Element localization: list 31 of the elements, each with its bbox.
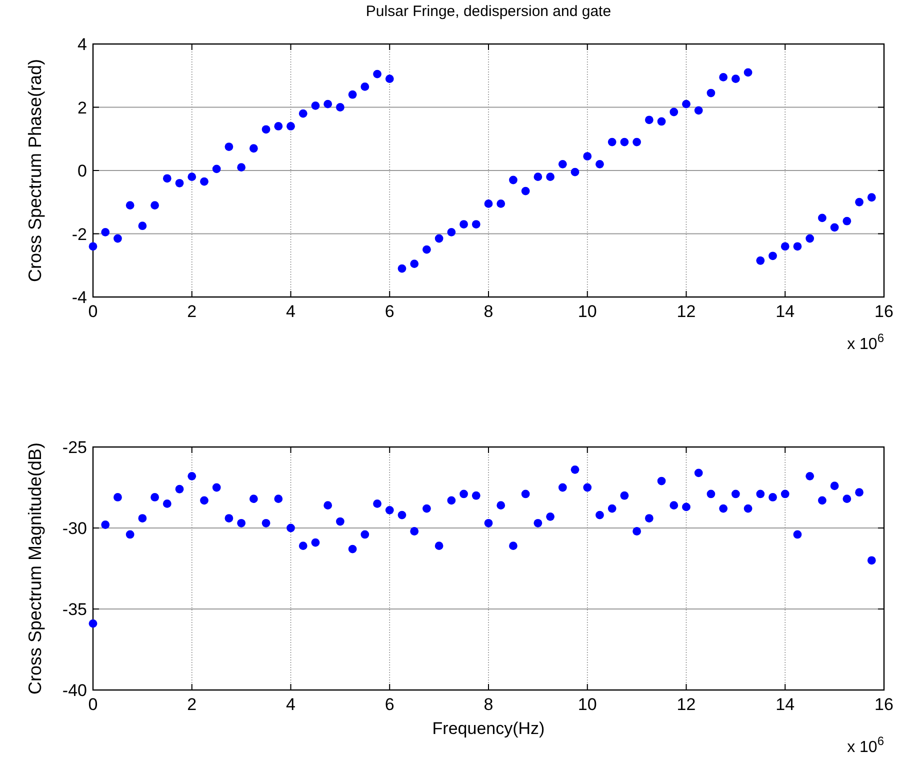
x-tick-label: 16 (874, 695, 894, 714)
y-tick-label: -35 (62, 600, 87, 619)
x-tick-label: 12 (676, 695, 696, 714)
y-tick-label: -4 (72, 288, 87, 307)
y-tick-label: 0 (78, 162, 87, 180)
x-tick-label: 2 (187, 302, 197, 321)
x-tick-label: 2 (187, 695, 197, 714)
chart-title: Pulsar Fringe, dedispersion and gate (366, 3, 612, 20)
x-tick-label: 12 (676, 302, 696, 321)
y-axis-title: Cross Spectrum Magnitude(dB) (25, 442, 45, 695)
x-axis-title: Frequency(Hz) (432, 719, 545, 738)
x-tick-label: 4 (286, 302, 296, 321)
y-tick-label: 2 (78, 98, 87, 118)
text: x 10$^{6}$ (847, 331, 884, 353)
y-tick-label: -40 (62, 681, 87, 700)
y-tick-label: -2 (72, 224, 87, 244)
y-tick-label: -25 (62, 438, 87, 457)
x-tick-label: 10 (578, 695, 597, 714)
y-tick-label: -30 (62, 519, 87, 538)
y-tick-label: 4 (78, 35, 87, 54)
y-axis-title: Cross Spectrum Phase(rad) (25, 58, 45, 282)
x-tick-label: 4 (286, 695, 296, 714)
x-tick-label: 10 (578, 302, 597, 321)
text: x 10$^{6}$ (847, 734, 884, 756)
x-tick-label: 8 (484, 302, 494, 321)
x-tick-label: 8 (484, 695, 494, 714)
x-tick-label: 6 (384, 695, 394, 714)
x-tick-label: 16 (874, 302, 894, 321)
x-tick-label: 6 (384, 302, 394, 321)
x-tick-label: 14 (776, 695, 795, 714)
x-tick-label: 14 (776, 302, 795, 321)
